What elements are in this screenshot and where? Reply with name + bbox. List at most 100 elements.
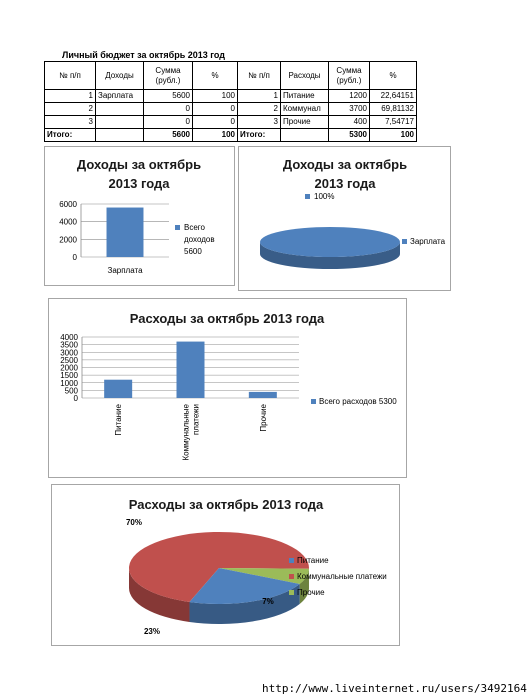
table-cell [95,128,144,142]
table-cell: 3 [237,115,281,129]
table-cell: 2 [44,102,96,116]
legend-label: Коммунальные платежи [297,572,387,581]
budget-table: № п/п Доходы Сумма (рубл.) % № п/п Расхо… [44,61,417,142]
x-tick-label: Питание [114,403,123,435]
x-tick-label: Коммунальныеплатежи [182,403,201,460]
table-cell: 0 [192,115,238,129]
income-pie-chart: Доходы за октябрь 2013 года 100% Зарплат… [238,146,451,291]
chart-title-line2: 2013 года [314,176,376,191]
y-tick-label: 3000 [60,348,78,357]
chart-title-line1: Доходы за октябрь [283,157,407,172]
legend-swatch [311,399,316,404]
y-tick-label: 0 [74,394,79,403]
y-tick-label: 1500 [60,371,78,380]
bar [104,379,133,398]
legend-label-line2: доходов [184,235,215,244]
table-cell: 1 [44,89,96,103]
chart-title: Расходы за октябрь 2013 года [130,311,325,326]
source-url[interactable]: http://www.liveinternet.ru/users/3492164… [262,682,527,695]
expense-bar-chart: Расходы за октябрь 2013 года 0 500 1000 150… [48,298,407,478]
pie-data-label: 70% [126,518,142,527]
total-pct: 100 [192,128,238,142]
table-row: 3 0 0 3 Прочие 400 7,54717 [44,115,417,129]
table-cell: 400 [328,115,370,129]
header-cell: № п/п [44,61,96,90]
table-caption: Личный бюджет за октябрь 2013 год [62,50,225,60]
legend-label: Зарплата [410,237,446,246]
table-cell: 1200 [328,89,370,103]
x-tick-label: Зарплата [107,266,143,275]
y-tick-label: 2500 [60,356,78,365]
y-tick-label: 3500 [60,341,78,350]
table-total-row: Итого: 5600 100 Итого: 5300 100 [44,128,417,142]
y-tick-label: 500 [65,386,79,395]
pie-slice-side [260,242,400,269]
expense-pie-chart: Расходы за октябрь 2013 года 23% 70% 7% Пи… [51,484,400,646]
y-tick-label: 0 [73,253,78,262]
chart-title-line2: 2013 года [108,176,170,191]
legend-swatch [289,590,294,595]
header-cell: Сумма (рубл.) [328,61,370,90]
income-bar-svg: Доходы за октябрь 2013 года 0 2000 4000 600… [59,157,215,275]
legend-label: Всего расходов 5300 [319,397,397,406]
legend-label-line3: 5600 [184,247,202,256]
pie-slice-side [129,568,190,623]
table-cell: 7,54717 [369,115,417,129]
header-cell: % [369,61,417,90]
header-cell: № п/п [237,61,281,90]
x-tick-label: Прочие [259,403,268,431]
chart-title-line1: Доходы за октябрь [77,157,201,172]
table-cell [95,115,144,129]
table-cell: 1 [237,89,281,103]
total-sum: 5300 [328,128,370,142]
table-cell: Зарплата [95,89,144,103]
pie-slice-side [189,583,300,624]
y-tick-label: 4000 [60,333,78,342]
header-cell: Расходы [280,61,329,90]
pie-slice [189,568,300,604]
header-cell: Сумма (рубл.) [143,61,193,90]
table-cell: 3 [44,115,96,129]
y-tick-label: 1000 [60,379,78,388]
total-pct: 100 [369,128,417,142]
legend-swatch [175,225,180,230]
pie-slice-side [299,568,309,604]
y-tick-label: 2000 [59,235,77,244]
table-cell: 0 [192,102,238,116]
pie-data-label: 7% [262,597,274,606]
table-cell: Коммунал [280,102,329,116]
header-cell: Доходы [95,61,144,90]
legend-label-line1: Всего [184,223,206,232]
legend-swatch [289,558,294,563]
table-cell: 0 [143,115,193,129]
legend-swatch [289,574,294,579]
data-label-swatch [305,194,310,199]
table-cell: Питание [280,89,329,103]
bar [106,207,144,257]
legend-swatch [402,239,407,244]
chart-title: Расходы за октябрь 2013 года [129,497,324,512]
legend-label: Питание [297,556,329,565]
bar [248,391,277,398]
table-row: 2 0 0 2 Коммунал 3700 69,81132 [44,102,417,116]
table-cell: 22,64151 [369,89,417,103]
income-pie-svg: Доходы за октябрь 2013 года 100% Зарплат… [260,157,446,269]
table-cell: Прочие [280,115,329,129]
legend-label: Прочие [297,588,325,597]
y-tick-label: 4000 [59,218,77,227]
table-cell: 2 [237,102,281,116]
bar [176,341,205,398]
table-cell: 0 [143,102,193,116]
table-row: 1 Зарплата 5600 100 1 Питание 1200 22,64… [44,89,417,103]
y-tick-label: 6000 [59,200,77,209]
header-cell: % [192,61,238,90]
pie-data-label: 23% [144,627,160,636]
total-label: Итого: [44,128,96,142]
table-cell: 3700 [328,102,370,116]
total-sum: 5600 [143,128,193,142]
income-bar-chart: Доходы за октябрь 2013 года 0 2000 4000 600… [44,146,235,286]
y-tick-label: 2000 [60,364,78,373]
pie-slice [129,532,309,603]
table-cell [280,128,329,142]
table-cell: 100 [192,89,238,103]
